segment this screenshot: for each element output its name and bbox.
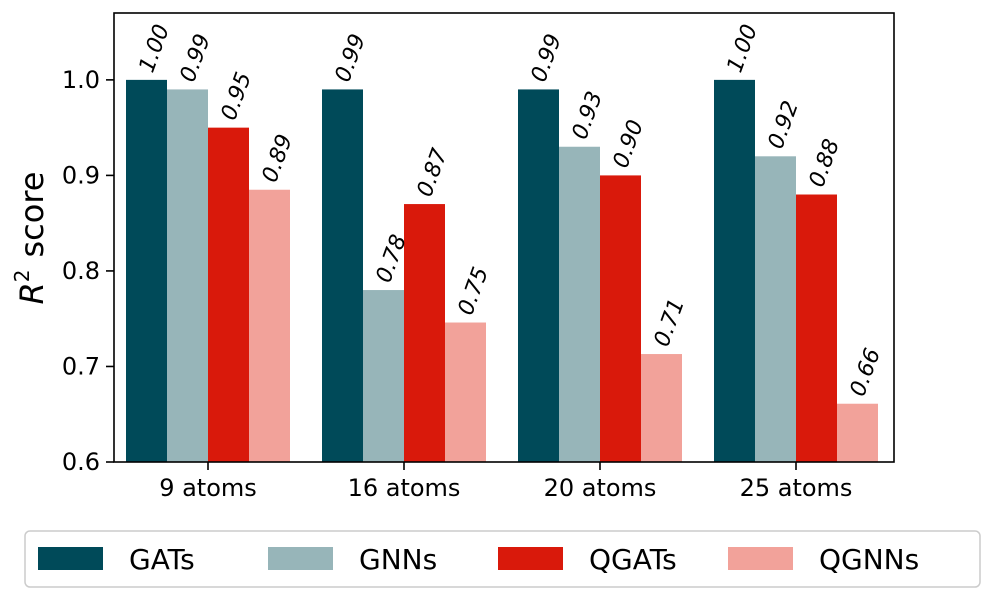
bar-qgnns	[445, 322, 486, 462]
bar-value-label: 0.66	[846, 345, 886, 400]
bar-value-label: 0.92	[764, 98, 804, 153]
bar-qgats	[404, 204, 445, 462]
bar-value-label: 0.89	[258, 131, 298, 186]
legend-label-gnns: GNNs	[359, 543, 437, 576]
bar-value-label: 1.00	[135, 21, 175, 76]
y-tick-label: 1.0	[62, 66, 100, 94]
legend-label-gats: GATs	[129, 543, 195, 576]
bar-gnns	[755, 156, 796, 463]
legend-label-qgnns: QGNNs	[819, 543, 919, 576]
y-axis-title-base: R	[13, 282, 51, 304]
y-axis-title: R2 score	[10, 172, 51, 305]
bar-value-label: 0.93	[568, 88, 608, 143]
bar-gnns	[559, 146, 600, 462]
y-tick-label: 0.7	[62, 352, 100, 380]
x-tick-label: 9 atoms	[159, 474, 257, 502]
y-axis: 0.6 0.7 0.8 0.9 1.0	[62, 66, 114, 476]
bar-value-label: 0.88	[805, 136, 845, 191]
bar-value-label: 1.00	[723, 21, 763, 76]
bar-gnns	[167, 89, 208, 462]
bar-gats	[126, 79, 167, 462]
bar-qgnns	[249, 189, 290, 462]
bar-value-label: 0.99	[176, 31, 216, 86]
bar-qgnns	[641, 354, 682, 462]
legend-label-qgats: QGATs	[589, 543, 677, 576]
y-axis-title-sup: 2	[10, 270, 34, 283]
legend-swatch-gnns	[268, 547, 333, 570]
y-axis-title-text: score	[13, 172, 51, 258]
legend-swatch-qgnns	[728, 547, 793, 570]
y-tick-label: 0.9	[62, 161, 100, 189]
plot-frame	[113, 12, 895, 463]
bar-gats	[518, 89, 559, 462]
x-axis: 9 atoms 16 atoms 20 atoms 25 atoms	[159, 462, 852, 502]
y-tick-label: 0.6	[62, 448, 100, 476]
bars-group	[126, 79, 878, 463]
bar-value-label: 0.75	[454, 264, 494, 319]
x-tick-label: 16 atoms	[348, 474, 461, 502]
bar-gats	[714, 79, 755, 462]
bar-value-label: 0.87	[413, 146, 453, 201]
bar-gats	[322, 89, 363, 462]
bar-value-label: 0.95	[217, 69, 257, 124]
bar-qgats	[796, 194, 837, 463]
bar-qgats	[600, 175, 641, 463]
bar-qgats	[208, 127, 249, 462]
bar-value-label: 0.90	[609, 117, 649, 172]
bar-value-label: 0.99	[331, 31, 371, 86]
legend: GATs GNNs QGATs QGNNs	[24, 530, 981, 588]
y-tick-label: 0.8	[62, 257, 100, 285]
legend-swatch-gats	[38, 547, 103, 570]
x-tick-label: 25 atoms	[740, 474, 853, 502]
legend-swatch-qgats	[498, 547, 563, 570]
bar-gnns	[363, 290, 404, 462]
bar-qgnns	[837, 403, 878, 462]
bar-value-label: 0.99	[527, 31, 567, 86]
x-tick-label: 20 atoms	[544, 474, 657, 502]
bar-value-label: 0.71	[650, 296, 690, 351]
